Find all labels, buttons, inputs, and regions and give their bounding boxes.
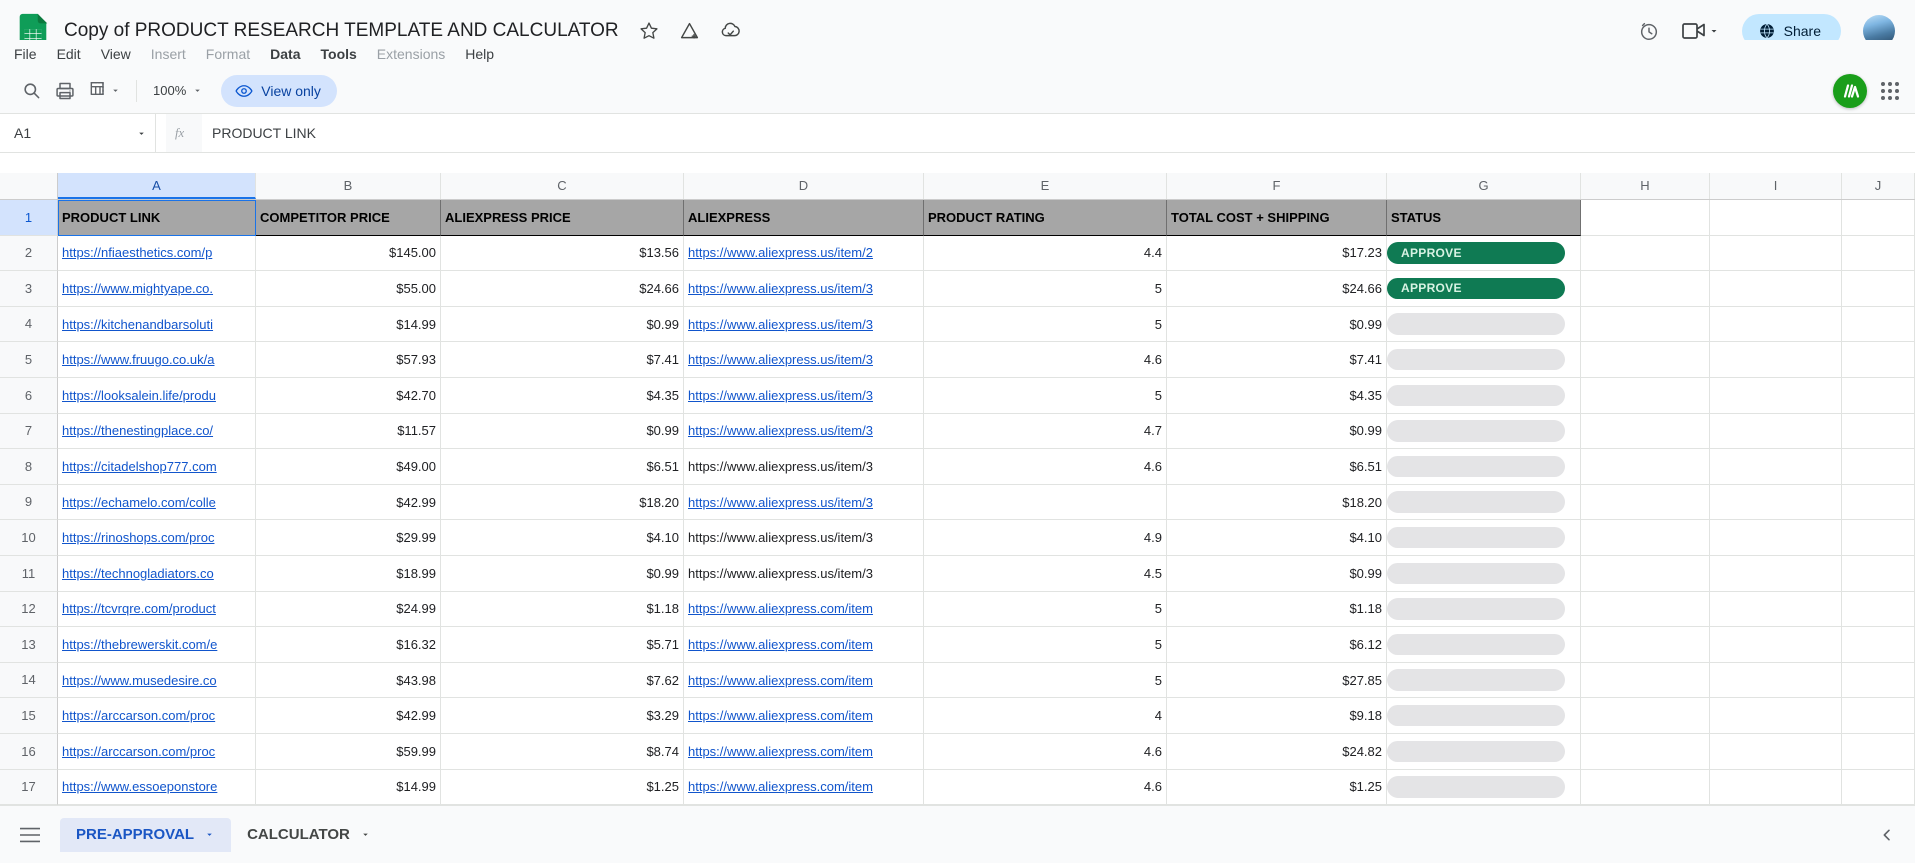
- svg-text:fx: fx: [175, 126, 185, 140]
